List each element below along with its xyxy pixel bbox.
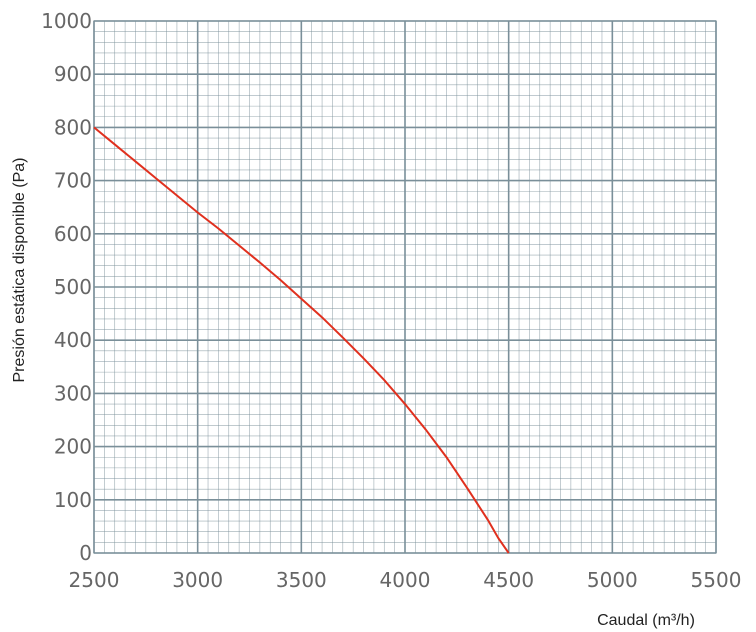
x-tick-label: 4500 [483, 568, 534, 592]
series-line [93, 126, 510, 554]
y-tick-label: 100 [54, 488, 92, 512]
y-tick-label: 400 [54, 328, 92, 352]
y-tick-label: 1000 [41, 9, 92, 33]
y-tick-label: 0 [79, 541, 92, 565]
y-tick-labels: 0 100 200 300 400 500 600 700 800 900 1000 [41, 9, 92, 565]
y-tick-label: 900 [54, 62, 92, 86]
x-tick-label: 5000 [587, 568, 638, 592]
x-axis-label: Caudal (m³/h) [597, 612, 695, 629]
y-tick-label: 500 [54, 275, 92, 299]
y-tick-label: 200 [54, 435, 92, 459]
y-tick-label: 300 [54, 381, 92, 405]
x-tick-label: 3500 [276, 568, 327, 592]
plot-frame [93, 20, 717, 554]
y-tick-label: 700 [54, 169, 92, 193]
x-tick-labels: 2500 3000 3500 4000 4500 5000 5500 [69, 568, 742, 592]
y-tick-label: 600 [54, 222, 92, 246]
x-tick-label: 2500 [69, 568, 120, 592]
y-tick-label: 800 [54, 115, 92, 139]
y-axis-label: Presión estática disponible (Pa) [11, 157, 28, 382]
x-tick-label: 5500 [691, 568, 742, 592]
x-tick-label: 3000 [172, 568, 223, 592]
x-tick-label: 4000 [380, 568, 431, 592]
